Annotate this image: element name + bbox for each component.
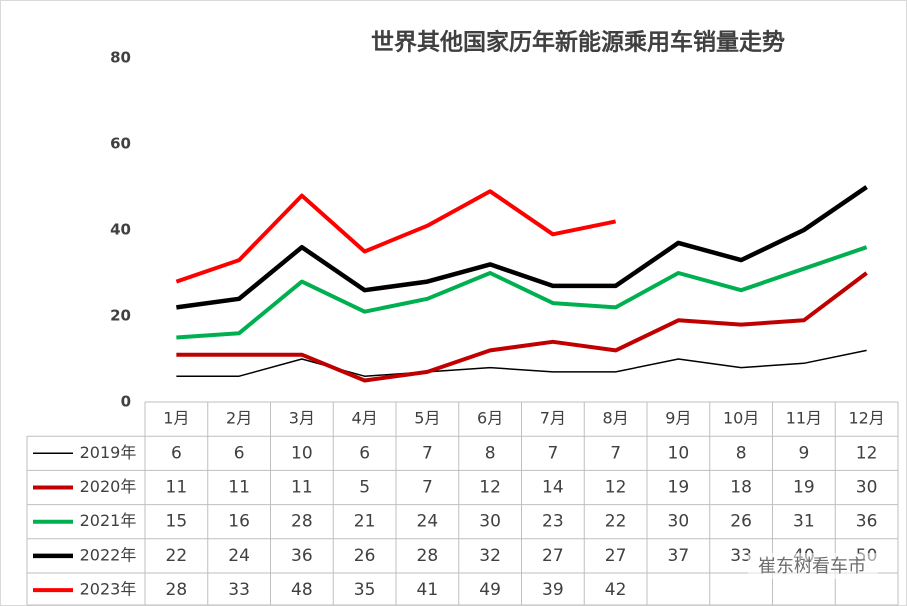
table-value: 9 [798, 443, 809, 463]
table-value: 22 [605, 512, 627, 532]
legend-label: 2022年 [80, 545, 137, 564]
table-value: 15 [166, 512, 188, 532]
table-value: 16 [228, 512, 250, 532]
table-value: 7 [547, 443, 558, 463]
table-value: 33 [228, 580, 250, 600]
table-value: 12 [479, 478, 501, 498]
table-value: 11 [228, 478, 250, 498]
table-value: 32 [479, 546, 501, 566]
y-tick-label: 0 [121, 393, 131, 411]
series-line [175, 189, 617, 284]
x-tick-label: 9月 [665, 409, 691, 428]
table-value: 37 [668, 546, 690, 566]
y-tick-label: 40 [110, 221, 131, 239]
watermark: 崔东树看车市 [758, 556, 866, 577]
table-value: 28 [291, 512, 313, 532]
table-value: 30 [856, 478, 878, 498]
x-tick-label: 1月 [163, 409, 189, 428]
legend-label: 2020年 [80, 477, 137, 496]
x-tick-label: 7月 [540, 409, 566, 428]
table-value: 36 [856, 512, 878, 532]
table-value: 26 [730, 512, 752, 532]
table-value: 10 [291, 443, 313, 463]
table-value: 41 [417, 580, 439, 600]
legend-label: 2019年 [80, 443, 137, 462]
chart-title: 世界其他国家历年新能源乘用车销量走势 [371, 29, 785, 56]
table-value: 7 [610, 443, 621, 463]
table-value: 26 [354, 546, 376, 566]
table-value: 12 [856, 443, 878, 463]
table-value: 10 [668, 443, 690, 463]
table-value: 6 [359, 443, 370, 463]
table-value: 7 [422, 478, 433, 498]
y-tick-label: 80 [110, 49, 131, 67]
table-value: 24 [228, 546, 250, 566]
table-value: 23 [542, 512, 564, 532]
x-tick-label: 10月 [723, 409, 759, 428]
table-value: 48 [291, 580, 313, 600]
y-tick-label: 60 [110, 135, 131, 153]
table-value: 8 [485, 443, 496, 463]
table-value: 31 [793, 512, 815, 532]
table-value: 8 [736, 443, 747, 463]
table-value: 12 [605, 478, 627, 498]
x-tick-label: 6月 [477, 409, 503, 428]
x-tick-label: 5月 [414, 409, 440, 428]
table-value: 18 [730, 478, 752, 498]
watermark-bg [748, 553, 878, 579]
table-value: 19 [793, 478, 815, 498]
table-value: 28 [166, 580, 188, 600]
table-value: 27 [542, 546, 564, 566]
table-value: 21 [354, 512, 376, 532]
legend-label: 2023年 [80, 580, 137, 599]
table-value: 28 [417, 546, 439, 566]
x-tick-label: 4月 [352, 409, 378, 428]
legend-label: 2021年 [80, 511, 137, 530]
table-value: 6 [171, 443, 182, 463]
series-line [176, 245, 868, 340]
table-value: 39 [542, 580, 564, 600]
table-value: 49 [479, 580, 501, 600]
series-line [176, 349, 867, 377]
table-value: 35 [354, 580, 376, 600]
table-value: 36 [291, 546, 313, 566]
table-value: 6 [234, 443, 245, 463]
table-value: 30 [479, 512, 501, 532]
series-line [176, 185, 868, 310]
table-value: 24 [417, 512, 439, 532]
table-value: 7 [422, 443, 433, 463]
table-value: 11 [166, 478, 188, 498]
table-value: 5 [359, 478, 370, 498]
table-value: 19 [668, 478, 690, 498]
table-value: 33 [730, 546, 752, 566]
table-value: 22 [166, 546, 188, 566]
x-tick-label: 12月 [848, 409, 884, 428]
y-tick-label: 20 [110, 307, 131, 325]
x-tick-label: 11月 [786, 409, 822, 428]
table-value: 11 [291, 478, 313, 498]
series-line [176, 271, 868, 383]
table-value: 30 [668, 512, 690, 532]
table-value: 27 [605, 546, 627, 566]
table-value: 42 [605, 580, 627, 600]
x-tick-label: 8月 [603, 409, 629, 428]
table-value: 14 [542, 478, 564, 498]
x-tick-label: 2月 [226, 409, 252, 428]
x-tick-label: 3月 [289, 409, 315, 428]
